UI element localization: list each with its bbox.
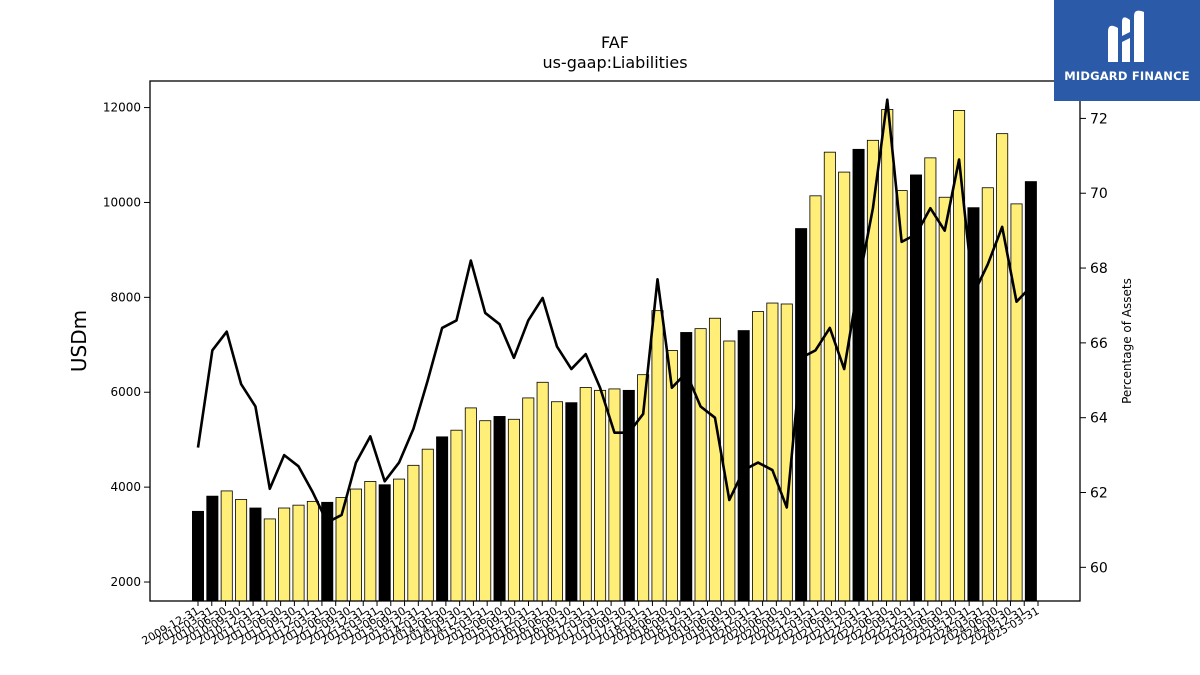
bar-2010-09-30 [235, 499, 248, 602]
right-axis: 60 62 64 66 68 70 72 [1080, 111, 1108, 576]
x-axis: 2009-12-312010-03-312010-06-302010-09-30… [140, 601, 1042, 648]
bar-2014-06-30 [450, 429, 463, 602]
bar-2017-12-31 [651, 310, 664, 602]
bar-2022-06-30 [910, 174, 923, 602]
bar-2020-03-31 [780, 303, 793, 602]
bar-2023-12-31 [996, 133, 1009, 602]
bar-2017-06-30 [622, 389, 635, 602]
bar-series [191, 109, 1037, 602]
y2-tick-label: 72 [1090, 111, 1108, 127]
bar-2022-03-31 [895, 190, 908, 602]
bar-2015-06-30 [507, 418, 520, 602]
bar-2019-12-31 [766, 302, 779, 602]
y-tick-label: 12000 [103, 101, 141, 115]
bar-2022-12-31 [938, 196, 951, 602]
chart-title: FAF [601, 33, 629, 52]
left-axis: 2000 4000 6000 8000 10000 12000 [103, 101, 150, 589]
bar-2010-03-31 [206, 495, 219, 602]
bar-2012-09-30 [349, 488, 362, 602]
bar-2018-12-31 [708, 317, 721, 602]
line-series [196, 98, 1032, 524]
bar-2012-12-31 [364, 481, 377, 602]
plot-frame [149, 80, 1081, 602]
bar-2021-12-31 [881, 109, 894, 602]
midgard-finance-logo: MIDGARD FINANCE [1054, 0, 1200, 101]
bar-2015-12-31 [536, 381, 549, 602]
y-tick-label: 10000 [103, 195, 141, 209]
bar-2013-12-31 [421, 448, 434, 602]
bar-2016-03-31 [551, 401, 564, 602]
y-tick-label: 8000 [110, 290, 141, 304]
percentage-line [196, 98, 1032, 524]
bar-2021-06-30 [852, 148, 865, 602]
bar-2019-09-30 [752, 311, 765, 602]
bar-2020-12-31 [823, 151, 836, 602]
bar-2019-06-30 [737, 330, 750, 602]
bar-2013-03-31 [378, 484, 391, 602]
bar-2018-09-30 [694, 328, 707, 602]
y-tick-label: 2000 [110, 575, 141, 589]
y2-tick-label: 62 [1090, 486, 1108, 502]
y2-tick-label: 64 [1090, 411, 1108, 427]
bar-2011-12-31 [306, 500, 319, 602]
bar-2009-12-31 [191, 510, 204, 602]
y2-axis-label: Percentage of Assets [1120, 278, 1134, 404]
bar-2011-09-30 [292, 504, 305, 602]
y-tick-label: 4000 [110, 480, 141, 494]
bar-2013-09-30 [407, 464, 420, 602]
bar-2014-03-31 [436, 436, 449, 602]
logo-text: MIDGARD FINANCE [1064, 69, 1190, 83]
bar-2015-09-30 [522, 397, 535, 602]
y-axis-label: USDm [67, 310, 91, 372]
bar-2010-12-31 [249, 507, 262, 602]
y2-tick-label: 60 [1090, 560, 1108, 576]
bar-2020-06-30 [795, 228, 808, 602]
y2-tick-label: 68 [1090, 261, 1108, 277]
bar-2022-09-30 [924, 157, 937, 602]
bar-2015-03-31 [493, 416, 506, 602]
bar-2011-06-30 [278, 507, 291, 602]
bar-2016-06-30 [565, 402, 578, 602]
bar-2020-09-30 [809, 195, 822, 602]
bar-2023-09-30 [981, 187, 994, 602]
chart-subtitle: us-gaap:Liabilities [542, 53, 687, 72]
bar-2014-12-31 [479, 420, 492, 602]
y2-tick-label: 66 [1090, 336, 1108, 352]
midgard-m-icon [1108, 10, 1144, 63]
bar-2024-03-31 [1010, 203, 1023, 602]
bar-2021-03-31 [838, 171, 851, 602]
bar-2011-03-31 [263, 518, 276, 602]
bar-2014-09-30 [464, 407, 477, 602]
y2-tick-label: 70 [1090, 186, 1108, 202]
bar-2013-06-30 [393, 478, 406, 602]
bar-2010-06-30 [220, 490, 233, 602]
bar-2016-12-31 [594, 389, 607, 602]
bar-2024-06-30 [1024, 181, 1037, 602]
bar-2016-09-30 [579, 387, 592, 602]
y-tick-label: 6000 [110, 385, 141, 399]
